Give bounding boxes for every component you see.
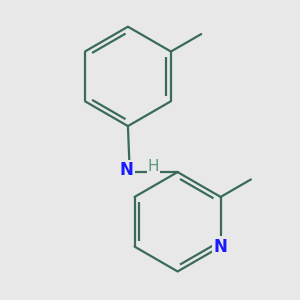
Text: N: N — [214, 238, 228, 256]
Text: H: H — [148, 159, 159, 174]
Text: N: N — [119, 161, 133, 179]
